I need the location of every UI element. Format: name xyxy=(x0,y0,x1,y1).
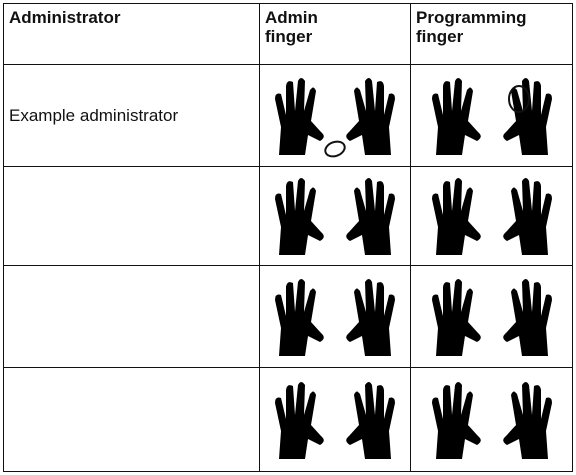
row xyxy=(3,265,573,368)
hands-cell xyxy=(410,64,573,167)
hands xyxy=(422,377,562,463)
hands xyxy=(265,377,405,463)
header-text: Admin finger xyxy=(265,8,318,46)
header-cell: Admin finger xyxy=(259,3,411,65)
hands xyxy=(265,73,405,157)
header-cell: Administrator xyxy=(3,3,260,65)
table: Administrator Admin finger Programming f… xyxy=(3,3,573,472)
hands-cell xyxy=(259,367,411,472)
hands-cell xyxy=(410,367,573,472)
hands-cell xyxy=(410,265,573,368)
row xyxy=(3,367,573,472)
name-cell xyxy=(3,166,260,266)
hands-cell xyxy=(259,64,411,167)
hands xyxy=(422,73,562,159)
hands xyxy=(265,274,405,360)
hands xyxy=(265,173,405,259)
name-cell xyxy=(3,265,260,368)
row: Example administrator xyxy=(3,64,573,167)
hands-cell xyxy=(410,166,573,266)
hands xyxy=(422,173,562,259)
name-cell: Example administrator xyxy=(3,64,260,167)
row xyxy=(3,166,573,266)
header-cell: Programming finger xyxy=(410,3,573,65)
header-row: Administrator Admin finger Programming f… xyxy=(3,3,573,65)
hands-cell xyxy=(259,265,411,368)
hands-cell xyxy=(259,166,411,266)
hands xyxy=(422,274,562,360)
name-cell xyxy=(3,367,260,472)
